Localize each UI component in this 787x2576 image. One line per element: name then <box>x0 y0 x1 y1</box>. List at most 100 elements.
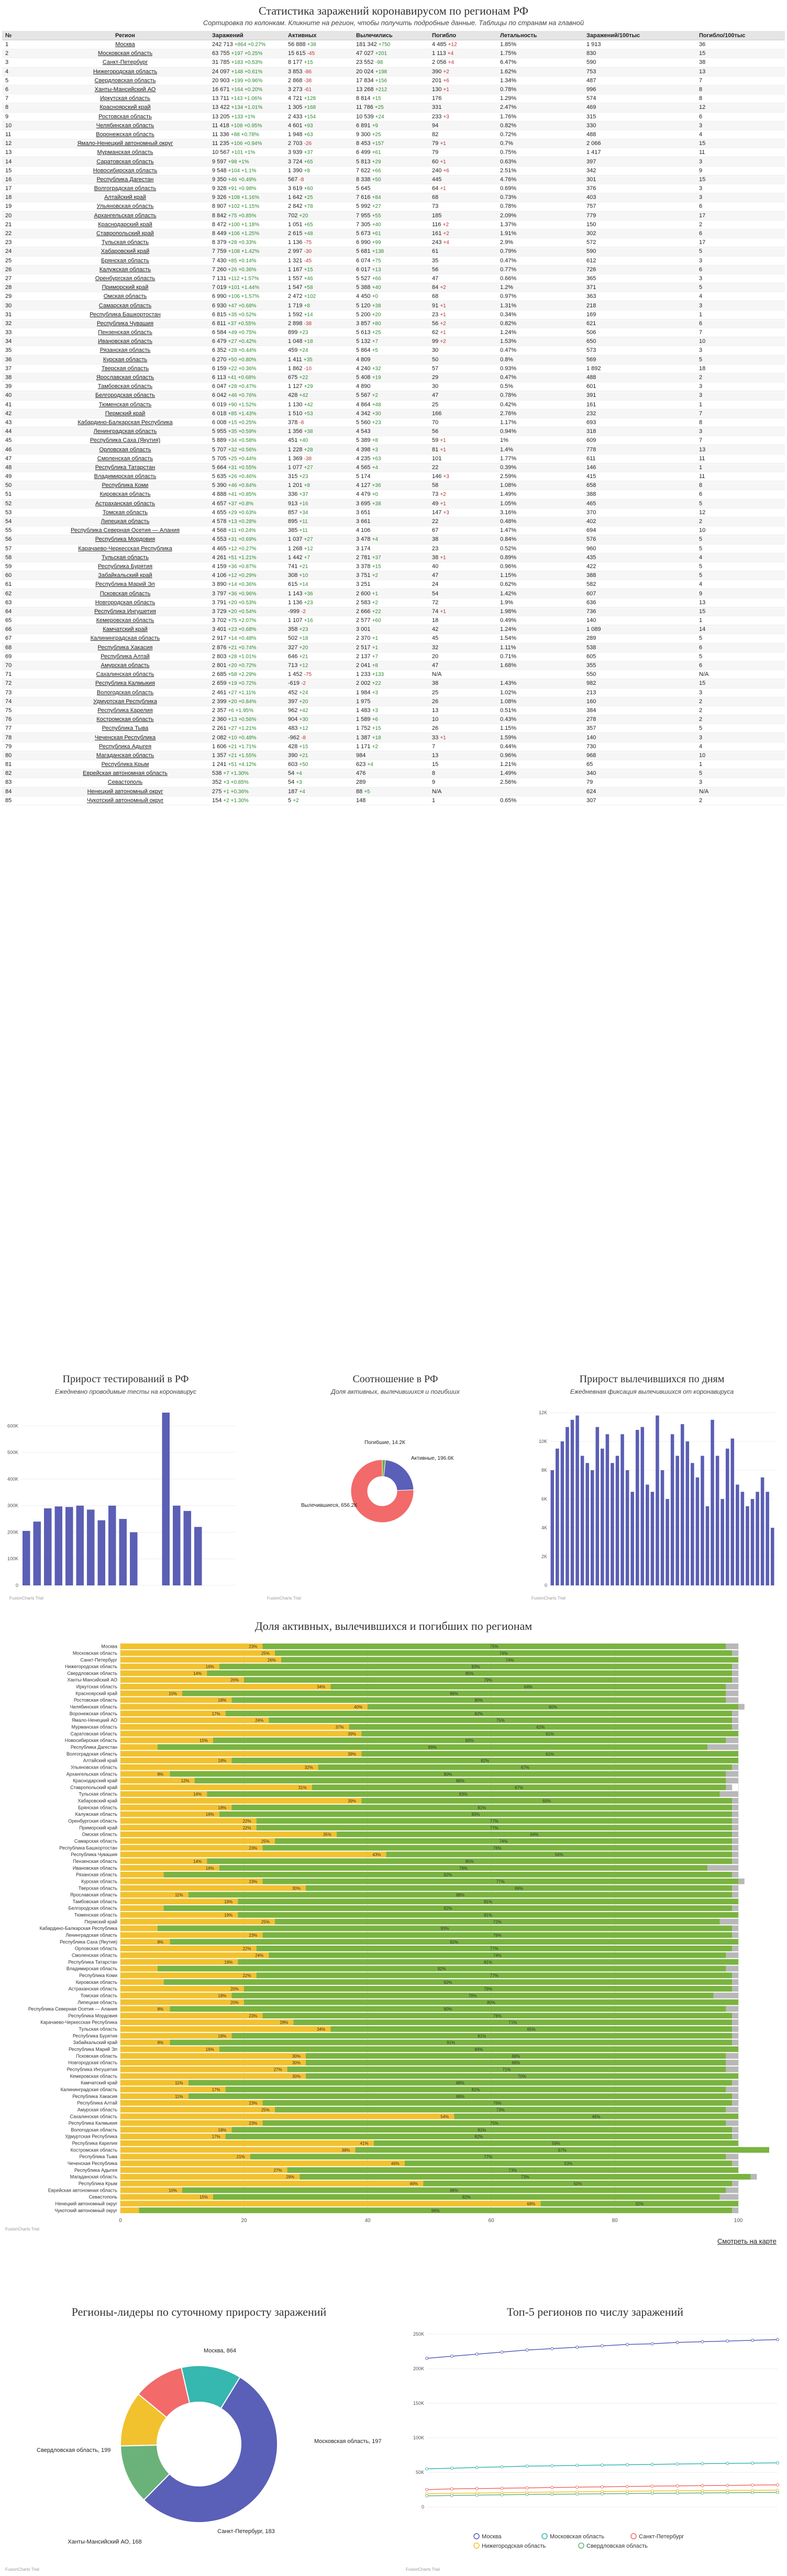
region-link[interactable]: Оренбургская область <box>95 275 156 282</box>
table-row[interactable]: 72 Республика Калмыкия 2 659 +19 +0.72% -61… <box>2 679 785 689</box>
table-row[interactable]: 14 Саратовская область 9 597 +98 +1% 3 724 … <box>2 157 785 166</box>
table-row[interactable]: 45 Республика Саха (Якутия) 5 889 +34 +0.5… <box>2 436 785 446</box>
region-link[interactable]: Саратовская область <box>96 158 154 165</box>
table-row[interactable]: 32 Республика Чувашия 6 811 +37 +0.55% 2 89… <box>2 319 785 329</box>
table-row[interactable]: 82 Еврейская автономная область 538 +7 +1.… <box>2 769 785 779</box>
region-link[interactable]: Тульская область <box>102 239 149 246</box>
table-row[interactable]: 77 Республика Тыва 2 261 +27 +1.21% 483 +12… <box>2 724 785 734</box>
region-link[interactable]: Иркутская область <box>100 95 150 102</box>
table-row[interactable]: 51 Кировская область 4 888 +41 +0.85% 336 +… <box>2 490 785 499</box>
region-link[interactable]: Тульская область <box>102 554 149 561</box>
region-link[interactable]: Самарская область <box>98 302 152 309</box>
region-link[interactable]: Амурская область <box>101 662 150 669</box>
region-link[interactable]: Республика Чувашия <box>96 320 154 327</box>
table-row[interactable]: 25 Брянская область 7 430 +85 +0.14% 1 321 … <box>2 256 785 265</box>
region-link[interactable]: Пензенская область <box>98 329 152 336</box>
table-row[interactable]: 21 Краснодарский край 8 472 +100 +1.18% 1 0… <box>2 220 785 229</box>
region-link[interactable]: Астраханская область <box>95 500 156 507</box>
region-link[interactable]: Псковская область <box>99 590 151 597</box>
region-link[interactable]: Тверская область <box>101 365 149 372</box>
table-row[interactable]: 10 Челябинская область 11 418 +108 +0.95% 4… <box>2 121 785 130</box>
table-row[interactable]: 16 Республика Дагестан 9 350 +46 +0.49% 567… <box>2 175 785 185</box>
table-row[interactable]: 13 Мурманская область 10 567 +101 +1% 3 939… <box>2 148 785 158</box>
region-link[interactable]: Ивановская область <box>97 338 153 345</box>
region-link[interactable]: Алтайский край <box>104 194 146 201</box>
region-link[interactable]: Республика Коми <box>102 482 149 489</box>
region-link[interactable]: Республика Бурятия <box>97 563 153 570</box>
table-row[interactable]: 22 Ставропольский край 8 449 +106 +1.25% 2 … <box>2 229 785 239</box>
table-row[interactable]: 81 Республика Крым 1 241 +51 +4.12% 603 +50… <box>2 760 785 770</box>
table-row[interactable]: 23 Тульская область 8 379 +28 +0.33% 1 136 … <box>2 238 785 248</box>
table-row[interactable]: 11 Воронежская область 11 336 +88 +0.78% 1 … <box>2 130 785 140</box>
region-link[interactable]: Забайкальский край <box>98 572 152 579</box>
region-link[interactable]: Республика Крым <box>101 761 149 768</box>
table-row[interactable]: 79 Республика Адыгея 1 606 +21 +1.71% 428 +… <box>2 742 785 751</box>
region-link[interactable]: Республика Калмыкия <box>95 680 155 687</box>
table-row[interactable]: 42 Пермский край 6 018 +85 +1.43% 1 510 +53… <box>2 409 785 418</box>
table-row[interactable]: 19 Ульяновская область 8 907 +102 +1.15% 2 … <box>2 202 785 212</box>
region-link[interactable]: Республика Адыгея <box>98 743 152 750</box>
region-link[interactable]: Республика Хакасия <box>97 644 153 651</box>
table-row[interactable]: 67 Калининградская область 2 917 +14 +0.48… <box>2 634 785 643</box>
column-header[interactable]: Регион <box>41 31 209 40</box>
table-row[interactable]: 56 Республика Мордовия 4 553 +31 +0.69% 1 0… <box>2 535 785 545</box>
table-row[interactable]: 75 Республика Карелия 2 357 +6 +1.95% 962 +… <box>2 706 785 716</box>
table-row[interactable]: 18 Алтайский край 9 326 +108 +1.16% 1 642 +… <box>2 193 785 203</box>
table-row[interactable]: 46 Орловская область 5 707 +32 +0.56% 1 228… <box>2 445 785 454</box>
region-link[interactable]: Камчатский край <box>103 626 148 633</box>
table-row[interactable]: 71 Сахалинская область 2 685 +58 +2.29% 1 4… <box>2 670 785 680</box>
table-row[interactable]: 38 Ярославская область 6 113 +41 +0.68% 675… <box>2 373 785 383</box>
column-header[interactable]: Активных <box>285 31 353 40</box>
region-link[interactable]: Рязанская область <box>99 347 151 354</box>
region-link[interactable]: Санкт-Петербург <box>102 59 148 66</box>
region-link[interactable]: Челябинская область <box>96 122 154 129</box>
region-link[interactable]: Смоленская область <box>97 455 153 462</box>
table-row[interactable]: 29 Омская область 6 990 +106 +1.57% 2 472 +… <box>2 292 785 302</box>
region-link[interactable]: Кировская область <box>99 491 151 498</box>
region-link[interactable]: Кемеровская область <box>96 617 154 624</box>
region-link[interactable]: Республика Ингушетия <box>94 608 156 615</box>
table-row[interactable]: 60 Забайкальский край 4 106 +12 +0.29% 308 … <box>2 571 785 581</box>
table-row[interactable]: 76 Костромская область 2 360 +13 +0.56% 904… <box>2 715 785 725</box>
region-link[interactable]: Курская область <box>103 356 148 363</box>
table-row[interactable]: 62 Псковская область 3 797 +36 +0.96% 1 143… <box>2 589 785 598</box>
table-row[interactable]: 52 Астраханская область 4 657 +37 +0.8% 913… <box>2 499 785 508</box>
table-row[interactable]: 17 Волгоградская область 9 328 +91 +0.98% 3… <box>2 184 785 194</box>
region-link[interactable]: Карачаево-Черкесская Республика <box>78 545 172 552</box>
column-header[interactable]: № <box>2 31 41 40</box>
table-row[interactable]: 35 Рязанская область 6 352 +28 +0.44% 459 +… <box>2 346 785 356</box>
table-row[interactable]: 49 Владимирская область 5 635 +26 +0.46% 31… <box>2 472 785 482</box>
region-link[interactable]: Чукотский автономный округ <box>86 797 164 804</box>
region-link[interactable]: Омская область <box>103 293 147 300</box>
region-link[interactable]: Ярославская область <box>96 374 154 381</box>
column-header[interactable]: Заражений/100тыс <box>583 31 696 40</box>
region-link[interactable]: Мурманская область <box>97 149 153 156</box>
table-row[interactable]: 34 Ивановская область 6 479 +27 +0.42% 1 04… <box>2 337 785 347</box>
region-link[interactable]: Нижегородская область <box>93 68 158 75</box>
region-link[interactable]: Москва <box>115 41 135 48</box>
table-row[interactable]: 59 Республика Бурятия 4 159 +36 +0.87% 741 … <box>2 562 785 572</box>
region-link[interactable]: Пермский край <box>105 410 146 417</box>
table-row[interactable]: 83 Севастополь 352 +3 +0.85% 54 +3 289 9 2.5… <box>2 778 785 787</box>
region-link[interactable]: Ненецкий автономный округ <box>87 788 163 795</box>
region-link[interactable]: Костромская область <box>96 716 154 723</box>
region-link[interactable]: Республика Татарстан <box>95 464 156 471</box>
column-header[interactable]: Погибло <box>429 31 497 40</box>
table-row[interactable]: 55 Республика Северная Осетия — Алания 4 5… <box>2 526 785 536</box>
region-link[interactable]: Республика Тыва <box>102 725 149 732</box>
region-link[interactable]: Вологодская область <box>96 689 154 696</box>
table-row[interactable]: 64 Республика Ингушетия 3 729 +20 +0.54% -9… <box>2 607 785 617</box>
table-row[interactable]: 61 Республика Марий Эл 3 890 +14 +0.36% 615… <box>2 580 785 590</box>
region-link[interactable]: Хабаровский край <box>101 248 150 255</box>
region-link[interactable]: Сахалинская область <box>96 671 154 678</box>
region-link[interactable]: Белгородская область <box>95 392 156 399</box>
table-row[interactable]: 27 Оренбургская область 7 131 +112 +1.57% 1… <box>2 274 785 284</box>
table-row[interactable]: 80 Магаданская область 1 357 +21 +1.55% 390… <box>2 751 785 761</box>
table-row[interactable]: 2 Московская область 63 755 +197 +0.25% 15 … <box>2 49 785 59</box>
table-row[interactable]: 4 Нижегородская область 24 097 +148 +0.61%… <box>2 67 785 76</box>
table-row[interactable]: 50 Республика Коми 5 390 +46 +0.84% 1 201 +… <box>2 481 785 491</box>
table-row[interactable]: 40 Белгородская область 6 042 +46 +0.76% 42… <box>2 391 785 401</box>
table-row[interactable]: 37 Тверская область 6 159 +22 +0.36% 1 862 … <box>2 364 785 373</box>
region-link[interactable]: Ставропольский край <box>96 230 154 237</box>
region-link[interactable]: Севастополь <box>107 779 143 786</box>
